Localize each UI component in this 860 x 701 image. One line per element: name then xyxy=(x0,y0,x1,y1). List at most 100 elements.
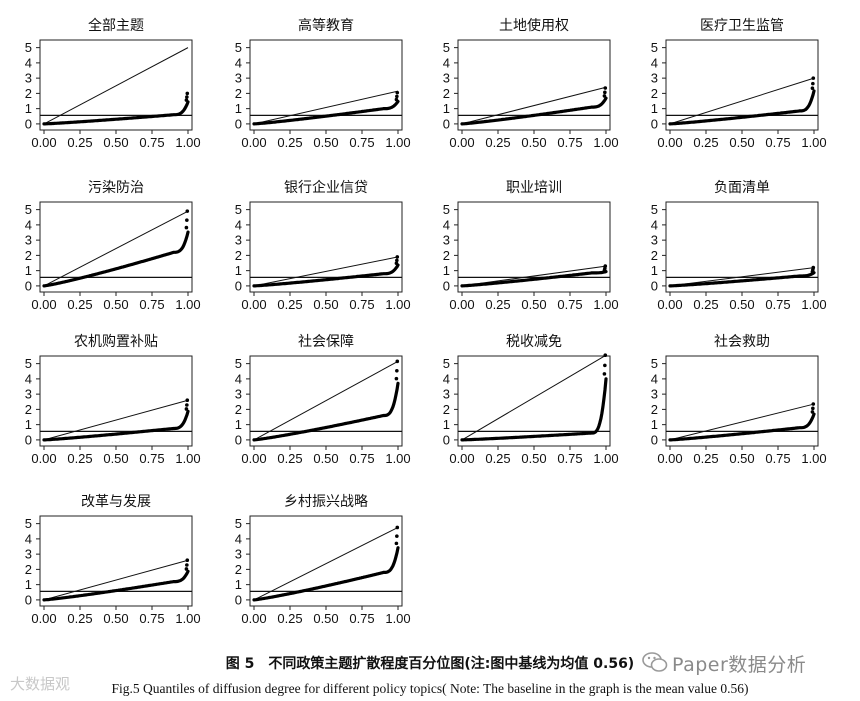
quantile-point xyxy=(185,398,190,403)
y-tick-label: 4 xyxy=(25,531,32,546)
y-tick-label: 5 xyxy=(443,40,450,55)
x-tick-label: 0.75 xyxy=(765,135,790,150)
y-tick-label: 0 xyxy=(235,116,242,131)
y-tick-label: 1 xyxy=(443,101,450,116)
panel-title: 乡村振兴战略 xyxy=(284,494,368,510)
x-tick-label: 0.50 xyxy=(103,297,128,312)
quantile-point xyxy=(811,402,816,406)
watermark-right-text: Paper数据分析 xyxy=(672,654,807,676)
quantile-point xyxy=(185,209,190,213)
x-tick-label: 0.75 xyxy=(349,135,374,150)
y-tick-label: 0 xyxy=(25,116,32,131)
y-tick-label: 1 xyxy=(235,101,242,116)
x-tick-label: 0.25 xyxy=(693,297,718,312)
y-tick-label: 1 xyxy=(235,263,242,278)
quantile-point xyxy=(185,218,189,222)
y-tick-label: 3 xyxy=(651,233,658,248)
x-tick-label: 0.00 xyxy=(657,135,682,150)
y-tick-label: 4 xyxy=(651,55,658,70)
x-tick-label: 1.00 xyxy=(593,297,618,312)
x-tick-label: 0.50 xyxy=(521,135,546,150)
x-tick-label: 0.00 xyxy=(657,297,682,312)
quantile-curve xyxy=(252,546,400,602)
quantile-point xyxy=(811,81,815,86)
x-tick-label: 0.75 xyxy=(349,611,374,626)
x-tick-label: 1.00 xyxy=(175,451,200,466)
x-tick-label: 0.00 xyxy=(241,451,266,466)
quantile-curve xyxy=(42,569,190,602)
y-tick-label: 0 xyxy=(443,278,450,293)
y-tick-label: 0 xyxy=(25,592,32,607)
quantile-point xyxy=(395,359,400,364)
panel-title: 社会保障 xyxy=(298,334,354,350)
x-tick-label: 0.75 xyxy=(139,611,164,626)
x-tick-label: 1.00 xyxy=(801,451,826,466)
quantile-curve xyxy=(42,230,190,288)
panel-title: 医疗卫生监管 xyxy=(700,18,784,34)
y-tick-label: 3 xyxy=(651,387,658,402)
wechat-icon xyxy=(642,652,668,672)
y-tick-label: 3 xyxy=(651,71,658,86)
quantile-point xyxy=(185,558,190,563)
quantile-point xyxy=(395,90,400,95)
x-tick-label: 0.00 xyxy=(31,135,56,150)
y-tick-label: 0 xyxy=(235,278,242,293)
x-tick-label: 0.50 xyxy=(729,297,754,312)
quantile-point xyxy=(184,407,189,411)
quantile-point xyxy=(603,363,607,368)
x-tick-label: 1.00 xyxy=(385,297,410,312)
x-tick-label: 0.25 xyxy=(67,297,92,312)
y-tick-label: 1 xyxy=(25,101,32,116)
quantile-curve xyxy=(252,263,400,288)
reference-line xyxy=(669,267,815,287)
quantile-point xyxy=(185,563,189,567)
quantile-point xyxy=(394,376,399,381)
y-tick-label: 2 xyxy=(651,86,658,101)
x-tick-label: 0.50 xyxy=(313,611,338,626)
y-tick-label: 5 xyxy=(235,516,242,531)
quantile-point xyxy=(184,567,189,571)
y-tick-label: 4 xyxy=(25,217,32,232)
y-tick-label: 2 xyxy=(443,86,450,101)
x-tick-label: 0.00 xyxy=(241,135,266,150)
quantile-point xyxy=(602,372,607,376)
quantile-point xyxy=(185,403,189,407)
figure-caption-english: Fig.5 Quantiles of diffusion degree for … xyxy=(111,681,749,696)
quantile-curve xyxy=(668,271,816,288)
quantile-point xyxy=(811,406,815,411)
quantile-point xyxy=(603,90,607,95)
y-tick-label: 4 xyxy=(651,217,658,232)
y-tick-label: 4 xyxy=(235,217,242,232)
y-tick-label: 4 xyxy=(235,55,242,70)
y-tick-label: 3 xyxy=(443,71,450,86)
quantile-point xyxy=(395,255,400,259)
x-tick-label: 0.25 xyxy=(67,451,92,466)
y-tick-label: 5 xyxy=(25,516,32,531)
y-tick-label: 0 xyxy=(235,592,242,607)
y-tick-label: 2 xyxy=(443,248,450,263)
quantile-point xyxy=(185,91,190,96)
reference-line xyxy=(669,403,815,441)
x-tick-label: 0.00 xyxy=(241,611,266,626)
figure-caption-chinese: 图 5 不同政策主题扩散程度百分位图(注:图中基线为均值 0.56) xyxy=(225,656,635,672)
y-tick-label: 3 xyxy=(443,387,450,402)
panel-title: 负面清单 xyxy=(714,180,770,196)
y-tick-label: 2 xyxy=(235,86,242,101)
y-tick-label: 5 xyxy=(443,356,450,371)
x-tick-label: 1.00 xyxy=(593,135,618,150)
x-tick-label: 1.00 xyxy=(175,611,200,626)
reference-line xyxy=(253,526,399,601)
x-tick-label: 0.50 xyxy=(313,451,338,466)
panel-title: 社会救助 xyxy=(714,334,770,350)
watermark-big-data: 大数据观 xyxy=(10,673,70,694)
x-tick-label: 0.75 xyxy=(765,297,790,312)
y-tick-label: 2 xyxy=(651,248,658,263)
y-tick-label: 0 xyxy=(651,116,658,131)
